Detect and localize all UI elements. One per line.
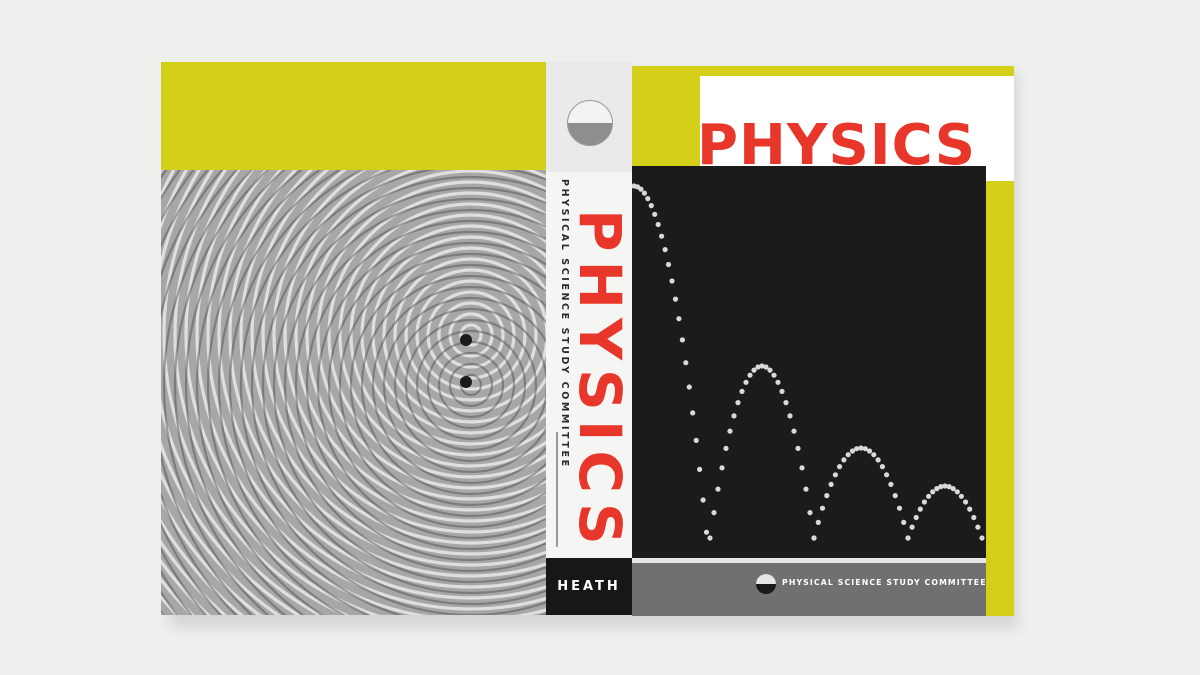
spine-committee: PHYSICAL SCIENCE STUDY COMMITTEE — [559, 179, 570, 469]
spine-text-block: PHYSICS PHYSICAL SCIENCE STUDY COMMITTEE — [550, 179, 632, 579]
spine-divider — [556, 432, 558, 547]
ripple-tank-photo — [161, 170, 546, 615]
back-cover — [161, 62, 546, 615]
book-spine: PHYSICS PHYSICAL SCIENCE STUDY COMMITTEE… — [546, 62, 632, 615]
front-committee: PHYSICAL SCIENCE STUDY COMMITTEE — [782, 578, 987, 587]
half-circle-logo-icon — [567, 100, 613, 146]
front-footer-strip: PHYSICAL SCIENCE STUDY COMMITTEE — [632, 558, 986, 616]
spine-publisher: HEATH — [546, 558, 632, 615]
spine-title: PHYSICS — [566, 209, 632, 554]
front-title-panel — [700, 76, 1014, 181]
front-cover: PHYSICS PHYSICAL SCIENCE STUDY COMMITTEE — [632, 66, 1014, 616]
bouncing-ball-photo — [632, 166, 986, 558]
half-circle-logo-icon — [756, 574, 776, 594]
footer-rule — [632, 558, 986, 563]
ball-trajectory — [632, 183, 985, 541]
ripple-pattern — [161, 170, 546, 615]
